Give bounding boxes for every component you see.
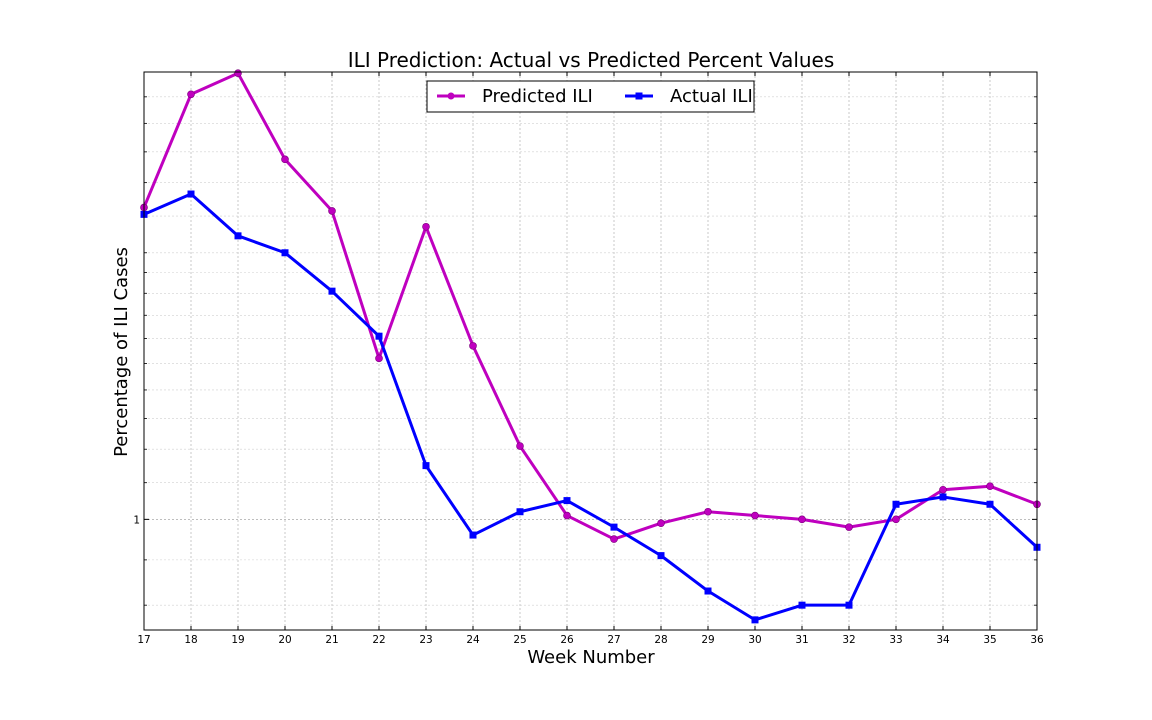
predicted-ili-point	[610, 535, 618, 543]
predicted-ili-point	[469, 342, 477, 350]
x-tick-label: 27	[607, 634, 620, 646]
predicted-ili-point	[751, 511, 759, 520]
legend: Predicted ILI Actual ILI	[426, 80, 755, 113]
predicted-ili-point	[281, 155, 289, 164]
legend-actual-marker	[635, 92, 643, 100]
actual-ili-point	[892, 500, 900, 508]
x-tick-label: 19	[231, 634, 244, 646]
x-tick-label: 20	[278, 634, 291, 646]
actual-ili-point	[704, 587, 712, 595]
actual-ili-point	[234, 232, 242, 240]
x-tick-label: 28	[654, 634, 667, 646]
x-tick-label: 23	[419, 634, 432, 646]
predicted-ili-point	[892, 515, 900, 524]
x-tick-label: 35	[983, 634, 996, 646]
grid	[143, 72, 1038, 630]
predicted-ili-point	[986, 482, 994, 491]
actual-ili-point	[187, 190, 195, 198]
actual-ili-point	[375, 332, 383, 340]
legend-predicted-marker	[447, 92, 455, 100]
legend-frame	[426, 80, 755, 113]
x-tick-label: 29	[701, 634, 714, 646]
predicted-ili-point	[657, 519, 665, 528]
actual-ili-point	[516, 508, 524, 516]
series-lines	[140, 69, 1041, 624]
y-tick-label: 1	[133, 514, 140, 526]
legend-actual-label: Actual ILI	[670, 86, 753, 107]
x-tick-label: 18	[184, 634, 197, 646]
actual-ili-point	[422, 462, 430, 470]
x-tick-label: 26	[560, 634, 574, 646]
predicted-ili-point	[375, 354, 383, 363]
plot-frame	[143, 71, 1038, 631]
x-tick-label: 33	[889, 634, 902, 646]
actual-ili-point	[563, 497, 571, 505]
predicted-ili-line	[142, 71, 1038, 541]
x-tick-label: 17	[137, 634, 150, 646]
predicted-ili-point	[563, 511, 571, 520]
x-tick-label: 30	[748, 634, 761, 646]
actual-ili-point	[798, 601, 806, 609]
predicted-ili-point	[939, 485, 947, 494]
x-tick-label: 25	[513, 634, 526, 646]
x-tick-label: 32	[842, 634, 855, 646]
actual-ili-point	[281, 249, 289, 257]
predicted-ili-point	[187, 90, 195, 99]
x-tick-label: 24	[466, 634, 480, 646]
actual-ili-point	[469, 531, 477, 539]
predicted-ili-point	[516, 442, 524, 450]
actual-ili-point	[986, 500, 994, 508]
x-tick-label: 31	[795, 634, 808, 646]
predicted-ili-point	[704, 507, 712, 516]
predicted-ili-point	[234, 69, 242, 78]
predicted-ili-point	[845, 523, 853, 531]
actual-ili-point	[845, 601, 853, 609]
predicted-ili-point	[422, 222, 430, 231]
x-axis-label: Week Number	[527, 647, 655, 668]
actual-ili-point	[939, 493, 947, 501]
actual-ili-point	[657, 552, 665, 560]
predicted-ili-point	[798, 515, 806, 524]
y-axis-label: Percentage of ILI Cases	[111, 247, 132, 457]
actual-ili-line	[143, 192, 1039, 622]
actual-ili-point	[610, 523, 618, 531]
legend-predicted-label: Predicted ILI	[482, 86, 593, 107]
predicted-ili-point	[328, 207, 336, 215]
chart-title: ILI Prediction: Actual vs Predicted Perc…	[348, 48, 835, 72]
x-tick-label: 36	[1030, 634, 1044, 646]
x-tick-label: 21	[325, 634, 338, 646]
x-tick-label: 34	[936, 634, 950, 646]
actual-ili-point	[328, 287, 336, 295]
actual-ili-point	[751, 616, 759, 624]
x-tick-label: 22	[372, 634, 385, 646]
